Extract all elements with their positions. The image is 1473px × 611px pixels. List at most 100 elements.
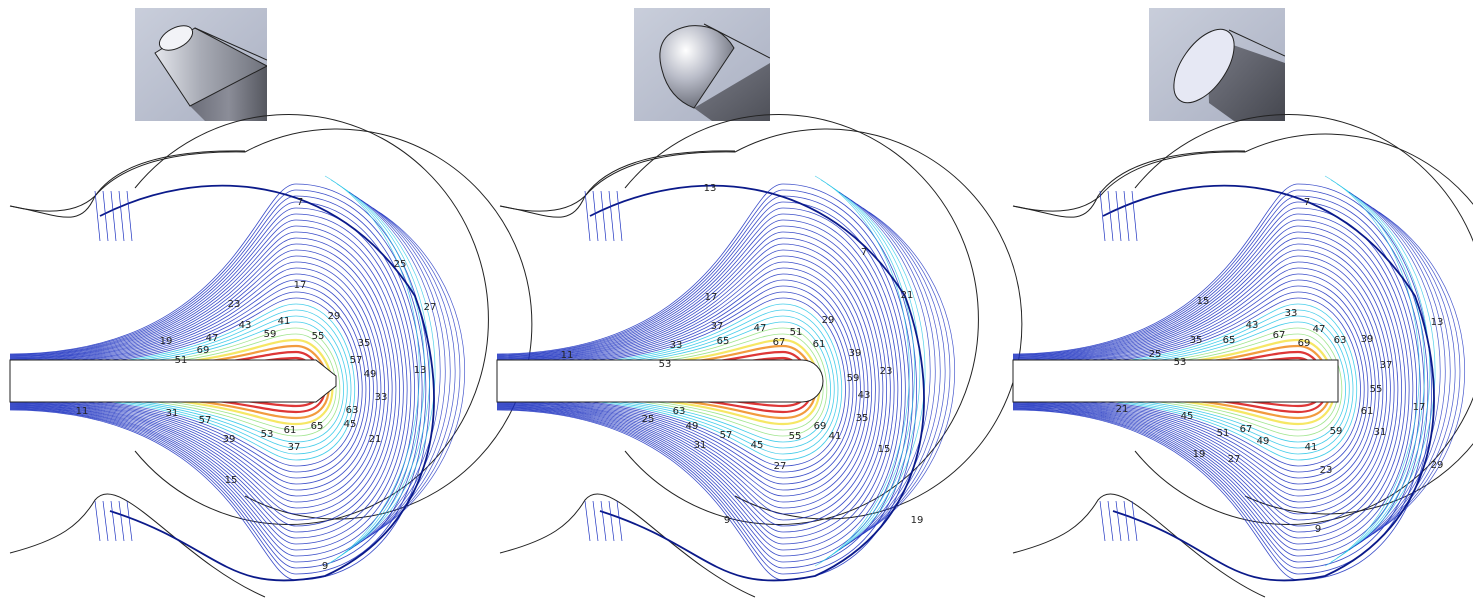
shell-contour xyxy=(850,199,941,543)
shell-contour xyxy=(330,179,425,563)
contour-value-label: 69 xyxy=(1298,338,1311,349)
contour-value-label: 45 xyxy=(1181,411,1194,422)
contour-line xyxy=(9,201,419,563)
contour-value-label: 9 xyxy=(1315,524,1321,535)
contour-value-label: 33 xyxy=(375,392,388,403)
contour-line xyxy=(9,291,363,473)
shell-contour xyxy=(1324,175,1420,567)
contour-value-label: 55 xyxy=(312,331,325,342)
contour-line xyxy=(1012,189,1429,575)
contour-line xyxy=(1012,237,1399,527)
fan-line-bottom xyxy=(126,500,133,542)
contour-line xyxy=(1012,303,1358,461)
contour-value-label: 31 xyxy=(166,408,179,419)
contour-value-label: 67 xyxy=(1240,424,1253,435)
contour-value-label: 37 xyxy=(288,442,301,453)
contour-line xyxy=(9,189,427,575)
contour-line xyxy=(496,327,828,437)
contour-value-label: 47 xyxy=(754,323,767,334)
contour-line xyxy=(496,279,858,485)
contour-line xyxy=(496,267,865,497)
contour-line xyxy=(9,267,378,497)
rod-slot xyxy=(1012,359,1339,403)
contour-value-label: 41 xyxy=(278,316,291,327)
rounded-tip-icon xyxy=(634,8,770,121)
contour-value-label: 23 xyxy=(880,366,893,377)
fan-line-top xyxy=(102,190,109,242)
fan-line-top xyxy=(110,190,117,242)
contour-value-label: 35 xyxy=(856,413,869,424)
shell-contour xyxy=(1372,207,1461,535)
contour-value-label: 39 xyxy=(1361,334,1374,345)
contour-line xyxy=(496,315,835,449)
contour-value-label: 45 xyxy=(751,440,764,451)
contour-line xyxy=(496,183,917,581)
fan-line-bottom xyxy=(1131,500,1138,542)
fan-line-top xyxy=(94,190,101,242)
contour-value-label: 27 xyxy=(424,302,437,313)
shell-contour xyxy=(868,211,955,531)
contour-value-label: 21 xyxy=(369,434,382,445)
fan-line-bottom xyxy=(1107,500,1114,542)
contour-value-label: 63 xyxy=(346,405,359,416)
contour-value-label: 29 xyxy=(328,311,341,322)
thumbnail-conical-tip xyxy=(135,8,267,121)
contour-value-label: 41 xyxy=(1305,442,1318,453)
fan-line-bottom xyxy=(1099,500,1106,542)
fan-line-bottom xyxy=(1115,500,1122,542)
contour-value-label: 13 xyxy=(1431,317,1444,328)
contour-line xyxy=(496,219,895,545)
contour-value-label: 31 xyxy=(1374,427,1387,438)
contour-line xyxy=(1012,219,1410,545)
contour-value-label: 41 xyxy=(829,431,842,442)
neck-outline-bottom xyxy=(9,493,266,598)
contour-line xyxy=(496,213,899,551)
fan-line-top xyxy=(616,190,623,242)
contour-line xyxy=(9,255,386,509)
contour-value-label: 21 xyxy=(901,290,914,301)
contour-value-label: 35 xyxy=(358,338,371,349)
contour-line xyxy=(9,327,341,437)
contour-value-label: 49 xyxy=(686,421,699,432)
contour-line xyxy=(496,255,873,509)
contour-value-label: 47 xyxy=(1313,324,1326,335)
contour-line xyxy=(496,303,843,461)
shell-contour xyxy=(820,179,915,563)
contour-value-label: 29 xyxy=(1431,460,1444,471)
contour-value-label: 49 xyxy=(364,369,377,380)
contour-line xyxy=(1012,327,1343,437)
contour-line xyxy=(9,195,423,569)
contour-panel-conical: 7 25 27 17 23 29 43 41 59 55 35 47 19 69 57 51 49 13 33 11 3… xyxy=(0,114,533,611)
shell-contour xyxy=(832,187,926,555)
fan-line-top xyxy=(126,190,133,242)
contour-line xyxy=(1012,279,1373,485)
bulb-outline xyxy=(134,114,489,525)
contour-value-label: 37 xyxy=(1380,360,1393,371)
outer-boundary xyxy=(499,128,1023,520)
contour-value-label: 15 xyxy=(225,475,238,486)
contour-value-label: 37 xyxy=(711,321,724,332)
contour-line xyxy=(496,285,854,479)
shell-contour xyxy=(814,175,910,567)
outer-boundary xyxy=(1012,133,1473,515)
ridge-contour xyxy=(1102,184,1435,582)
contour-line xyxy=(9,213,412,551)
ridge-contour xyxy=(99,184,435,582)
contour-line xyxy=(496,243,880,521)
contour-value-label: 53 xyxy=(1174,357,1187,368)
contour-value-label: 49 xyxy=(1257,436,1270,447)
contour-value-label: 67 xyxy=(1273,330,1286,341)
contour-value-label: 63 xyxy=(673,406,686,417)
contour-value-label: 19 xyxy=(911,515,924,526)
contour-value-label: 57 xyxy=(720,430,733,441)
shell-contour xyxy=(844,195,936,547)
contour-value-label: 15 xyxy=(1197,296,1210,307)
contour-value-label: 17 xyxy=(1413,402,1426,413)
contour-value-label: 45 xyxy=(344,419,357,430)
contour-value-label: 33 xyxy=(1285,308,1298,319)
contour-value-label: 13 xyxy=(414,365,427,376)
contour-panel-flat: 7 15 33 43 47 13 35 65 67 69 63 39 25 53 37 55 21 17 61 45 3… xyxy=(1003,114,1473,611)
shell-contour xyxy=(1336,183,1431,559)
contour-line xyxy=(1012,291,1365,473)
